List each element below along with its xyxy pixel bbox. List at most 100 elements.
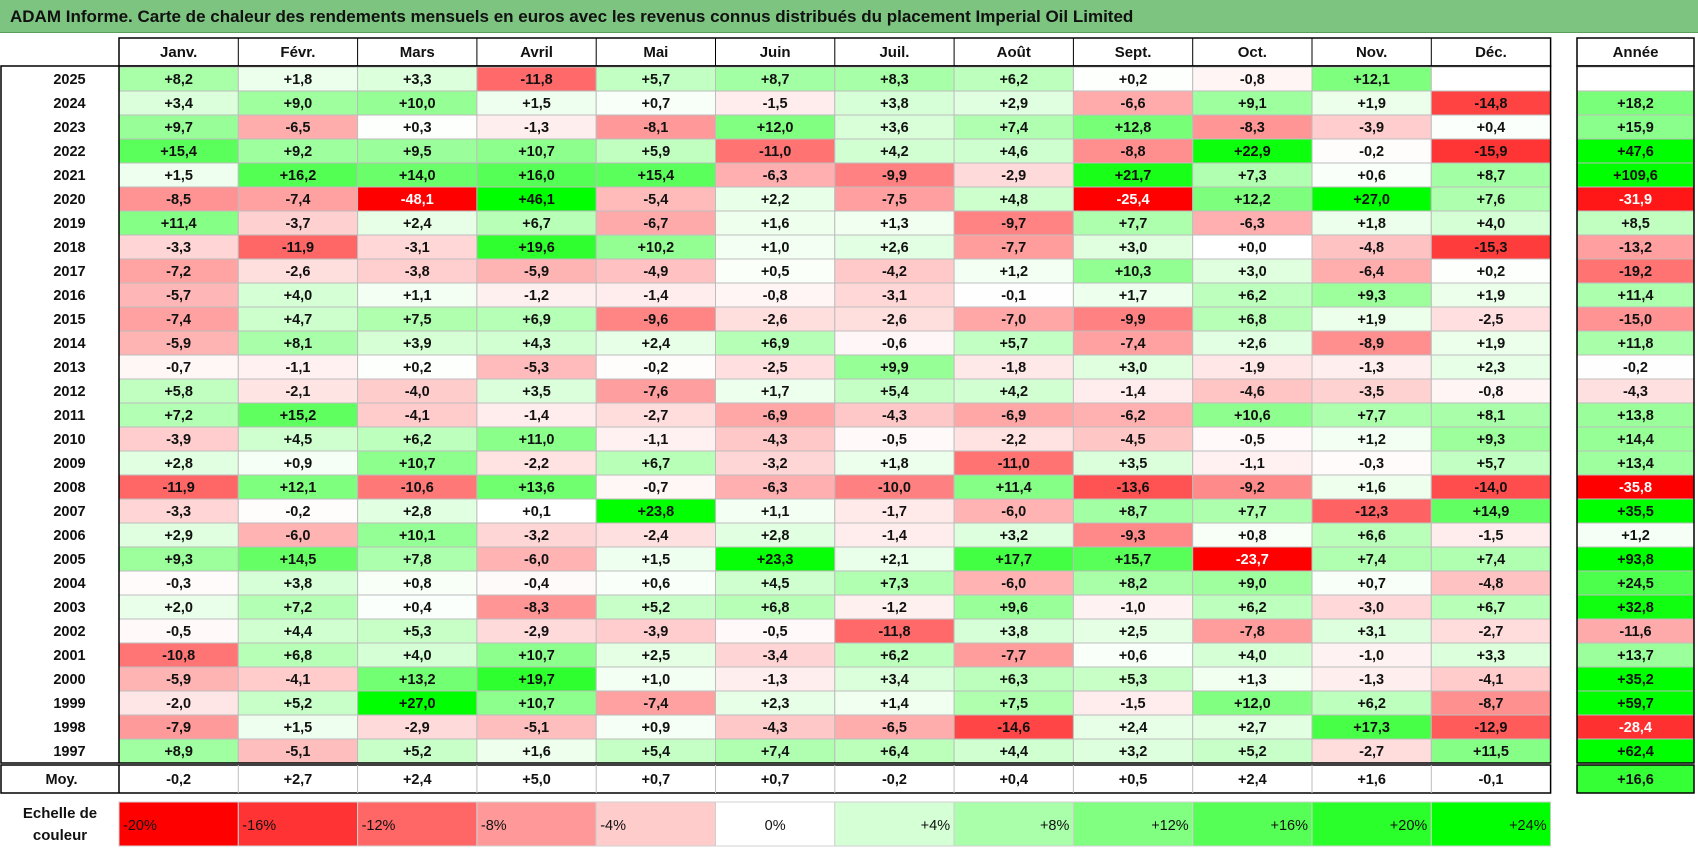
cell-value: +4,4	[284, 624, 313, 640]
cell-value: -3,1	[405, 240, 430, 256]
cell-value: +0,8	[403, 576, 432, 592]
heatmap-cell	[1192, 546, 1313, 572]
cell-value: -14,8	[1474, 96, 1507, 112]
annual-frame	[1576, 65, 1695, 764]
cell-value: +0,2	[1119, 72, 1148, 88]
heatmap-cell	[595, 258, 717, 284]
heatmap-cell	[1072, 90, 1194, 116]
cell-value: -3,3	[166, 240, 191, 256]
cell-value: -3,8	[405, 264, 430, 280]
cell-value: -3,5	[1359, 384, 1384, 400]
heatmap-cell	[953, 186, 1074, 212]
cell-value: +7,6	[1477, 192, 1506, 208]
heatmap-cell	[1311, 690, 1432, 716]
heatmap-cell	[1311, 594, 1432, 620]
heatmap-cell	[1072, 474, 1194, 500]
cell-value: -0,6	[882, 336, 907, 352]
cell-value: +9,2	[284, 144, 313, 160]
cell-value: -9,9	[882, 168, 907, 184]
legend-step-label: +20%	[1390, 818, 1428, 834]
cell-value: +0,9	[284, 456, 313, 472]
cell-value: +1,7	[761, 384, 790, 400]
cell-value: -11,0	[759, 144, 791, 160]
legend-swatch	[1192, 801, 1313, 847]
annual-value: +109,6	[1613, 168, 1658, 184]
cell-value: -2,7	[1359, 744, 1384, 760]
cell-value: -2,5	[1478, 312, 1503, 328]
cell-value: +12,0	[1234, 696, 1271, 712]
cell-value: +15,4	[160, 144, 197, 160]
year-label: 2016	[53, 288, 85, 304]
cell-value: -2,9	[405, 720, 430, 736]
heatmap-cell	[595, 666, 717, 692]
heatmap-cell	[834, 330, 955, 356]
heatmap-cell	[953, 306, 1074, 332]
cell-value: +4,6	[999, 144, 1028, 160]
cell-value: +0,6	[1119, 648, 1148, 664]
cell-value: -0,4	[524, 576, 549, 592]
heatmap-cell	[118, 642, 239, 668]
heatmap-cell	[1311, 498, 1432, 524]
cell-value: +8,7	[1119, 504, 1148, 520]
cell-value: +6,4	[880, 744, 909, 760]
month-header-3: Mars	[400, 44, 435, 61]
heatmap-cell	[953, 402, 1074, 428]
heatmap-cell	[1430, 258, 1552, 284]
year-label: 2010	[53, 432, 85, 448]
cell-value: +1,8	[284, 72, 313, 88]
cell-value: +3,9	[403, 336, 432, 352]
heatmap-cell	[237, 714, 359, 740]
cell-value: -11,8	[520, 72, 552, 88]
cell-value: +2,3	[1477, 360, 1506, 376]
annual-value: +1,2	[1621, 528, 1650, 544]
heatmap-cell	[476, 186, 597, 212]
cell-value: +2,8	[403, 504, 432, 520]
cell-value: -1,5	[1121, 696, 1146, 712]
cell-value: +5,4	[880, 384, 909, 400]
heatmap-cell	[357, 642, 478, 668]
cell-value: +1,5	[642, 552, 671, 568]
heatmap-cell	[1430, 402, 1552, 428]
cell-value: -3,9	[1359, 120, 1384, 136]
month-header-12: Déc.	[1475, 44, 1507, 61]
average-value: -0,2	[166, 772, 191, 788]
cell-value: +9,9	[880, 360, 909, 376]
heatmap-cell	[1072, 402, 1194, 428]
heatmap-cell	[237, 258, 359, 284]
heatmap-cell	[1072, 330, 1194, 356]
cell-value: -9,9	[1121, 312, 1146, 328]
cell-value: +9,0	[1238, 576, 1267, 592]
cell-value: -2,2	[524, 456, 549, 472]
heatmap-cell	[834, 354, 955, 380]
heatmap-cell	[715, 546, 836, 572]
cell-value: +6,8	[761, 600, 790, 616]
heatmap-cell	[357, 498, 478, 524]
cell-value: +5,3	[403, 624, 432, 640]
cell-value: +9,3	[1477, 432, 1506, 448]
cell-value: -7,2	[166, 264, 191, 280]
heatmap-cell	[1192, 594, 1313, 620]
cell-value: -5,3	[524, 360, 549, 376]
annual-header	[1576, 37, 1695, 67]
heatmap-cell	[357, 546, 478, 572]
cell-value: +6,2	[880, 648, 909, 664]
cell-value: -4,3	[882, 408, 907, 424]
cell-value: -7,4	[285, 192, 310, 208]
cell-value: -9,7	[1001, 216, 1026, 232]
cell-value: +5,8	[164, 384, 193, 400]
year-label: 1997	[53, 744, 85, 760]
heatmap-cell	[1072, 714, 1194, 740]
heatmap-cell	[715, 498, 836, 524]
annual-cell	[1576, 642, 1695, 668]
month-header-11: Nov.	[1356, 44, 1387, 61]
cell-value: +13,2	[399, 672, 436, 688]
cell-value: -3,3	[166, 504, 191, 520]
legend-step-label: -12%	[362, 818, 396, 834]
heatmap-cell	[1311, 450, 1432, 476]
cell-value: -10,0	[878, 480, 911, 496]
heatmap-cell	[1192, 738, 1313, 764]
heatmap-cell	[237, 90, 359, 116]
cell-value: +10,7	[518, 648, 555, 664]
average-value: +1,6	[1357, 772, 1386, 788]
heatmap-cell	[715, 114, 836, 140]
